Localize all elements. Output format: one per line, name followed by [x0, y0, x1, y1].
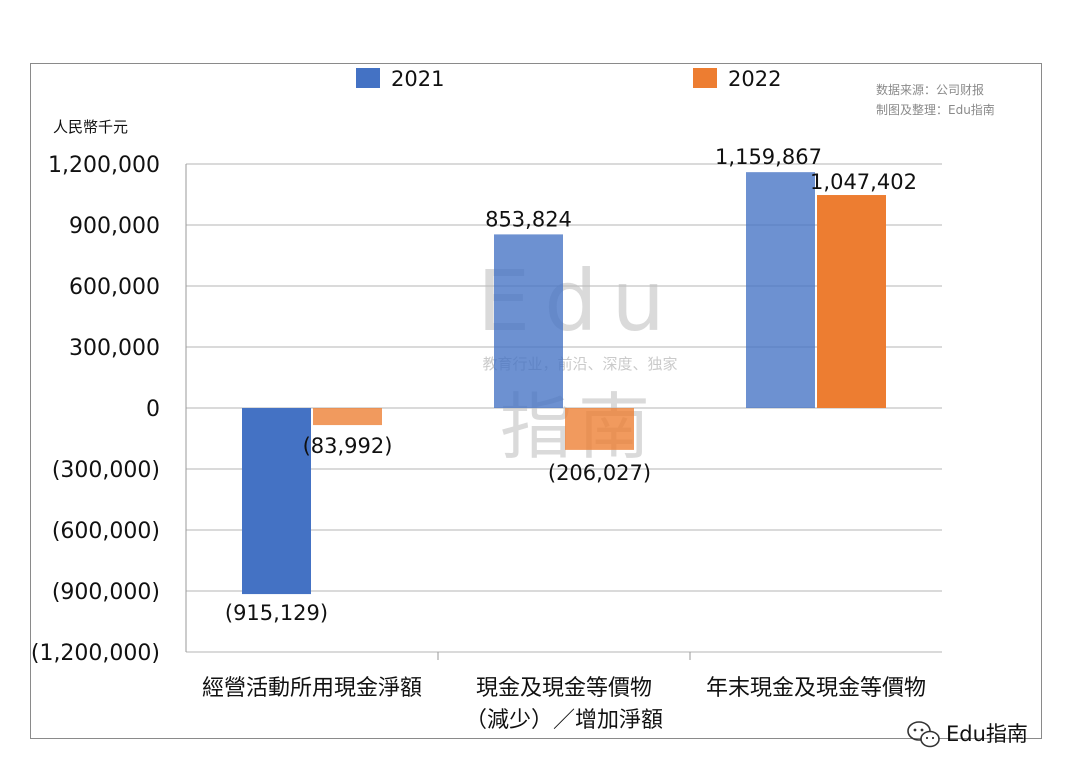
x-category-label: 年末現金及現金等價物	[706, 676, 926, 701]
source-line-1: 数据来源：公司财报	[876, 82, 984, 97]
bars	[242, 172, 886, 595]
wechat-icon	[907, 721, 940, 748]
data-label-2021-0: (915,129)	[225, 601, 328, 625]
brand-badge-text: Edu指南	[946, 722, 1028, 746]
legend-label: 2021	[391, 67, 444, 91]
data-label-2021-2: 1,159,867	[715, 145, 822, 169]
y-tick-label: 1,200,000	[48, 153, 160, 178]
x-category-label: （減少）／增加淨額	[465, 708, 663, 733]
legend-item-2021: 2021	[356, 67, 444, 91]
y-tick-label: 300,000	[69, 336, 160, 361]
legend: 2021 2022	[356, 67, 781, 91]
source-line-2: 制图及整理：Edu指南	[876, 102, 995, 117]
bar-2021-1	[494, 234, 563, 408]
data-label-2022-1: (206,027)	[548, 461, 651, 485]
y-tick-label: (600,000)	[52, 519, 160, 544]
y-tick-label: 0	[146, 397, 160, 422]
y-tick-label: 900,000	[69, 214, 160, 239]
grid-lines	[186, 163, 942, 653]
legend-label: 2022	[728, 67, 781, 91]
unit-label: 人民幣千元	[53, 118, 128, 136]
x-category-label: 經營活動所用現金淨額	[202, 676, 422, 701]
chart-frame	[30, 63, 1042, 739]
legend-item-2022: 2022	[693, 67, 781, 91]
data-label-2022-0: (83,992)	[303, 434, 393, 458]
legend-swatch	[356, 68, 380, 88]
x-category-label: 現金及現金等價物	[476, 676, 652, 701]
bar-2021-2	[746, 172, 815, 408]
data-labels: (915,129) (83,992) 853,824 (206,027) 1,159,8…	[225, 145, 917, 625]
brand-badge: Edu指南	[907, 721, 1028, 748]
y-tick-label: (900,000)	[52, 580, 160, 605]
bar-2022-2	[817, 195, 886, 408]
axes: 1,200,000 900,000 600,000 300,000 0 (300,000)…	[31, 153, 926, 733]
legend-swatch	[693, 68, 717, 88]
bar-2022-1	[565, 408, 634, 450]
y-tick-label: 600,000	[69, 275, 160, 300]
y-tick-label: (300,000)	[52, 458, 160, 483]
data-label-2022-2: 1,047,402	[810, 170, 917, 194]
data-label-2021-1: 853,824	[485, 207, 572, 231]
y-tick-label: (1,200,000)	[31, 641, 160, 666]
bar-2021-0	[242, 408, 311, 595]
bar-2022-0	[313, 408, 382, 426]
